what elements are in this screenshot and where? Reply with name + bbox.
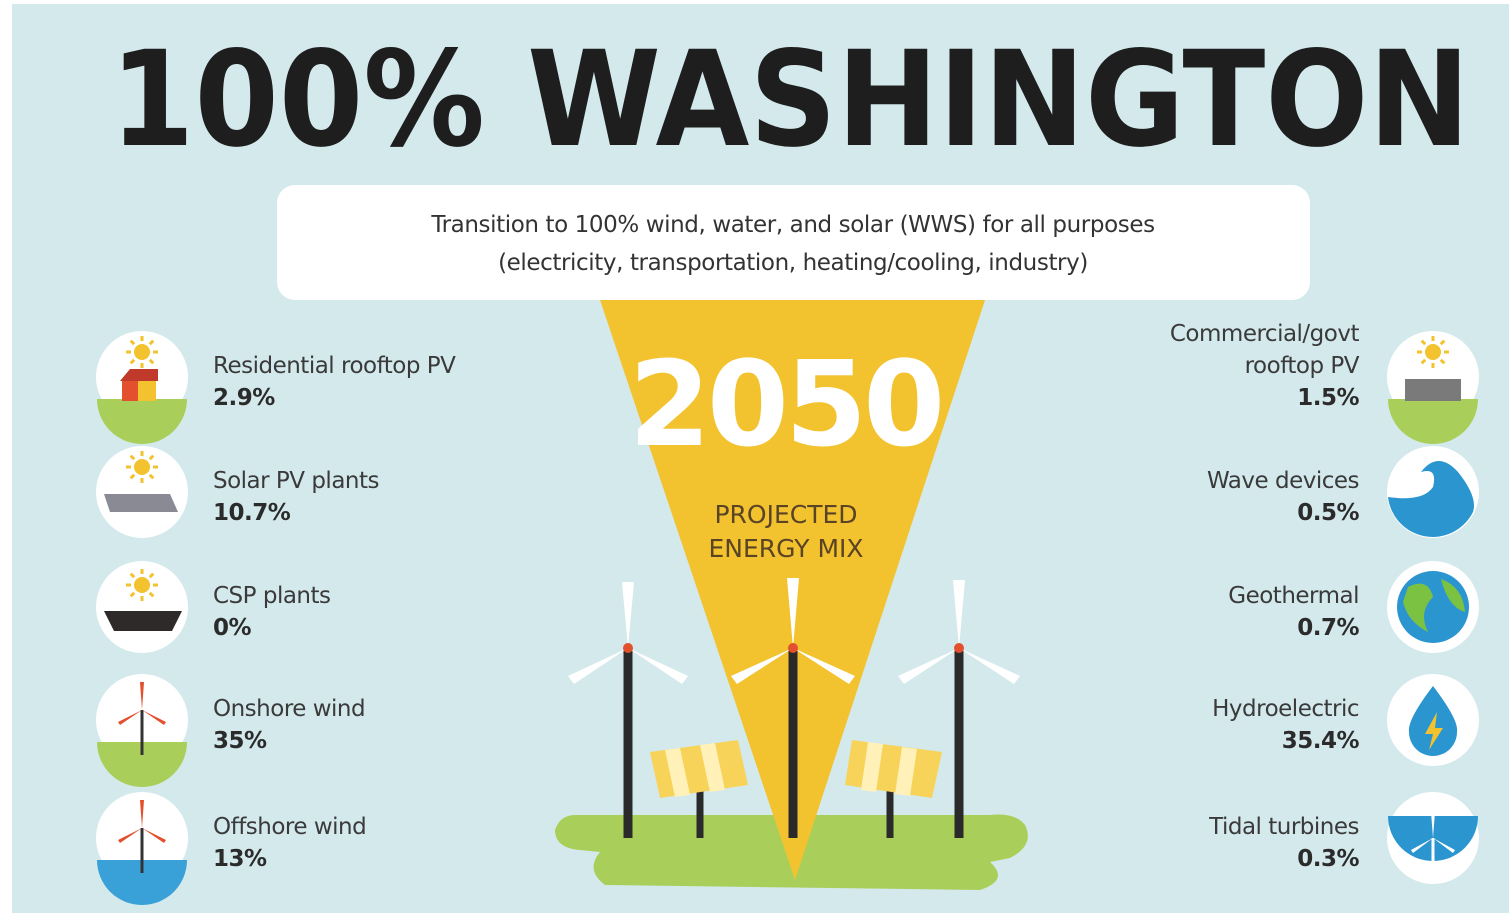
icon-house [122, 379, 138, 401]
sun [134, 459, 150, 475]
source-label: Geothermal [1228, 583, 1359, 609]
source-label: rooftop PV [1245, 353, 1360, 379]
icon-building [1405, 379, 1461, 401]
center-label: PROJECTED [714, 500, 857, 529]
icon-panel [104, 611, 182, 631]
subtitle-box [277, 185, 1310, 300]
icon-house [138, 379, 156, 401]
subtitle-line: (electricity, transportation, heating/co… [498, 250, 1088, 276]
infographic: 100% WASHINGTON Transition to 100% wind,… [0, 0, 1509, 913]
source-label: Hydroelectric [1212, 696, 1359, 722]
source-label: Residential rooftop PV [213, 353, 456, 379]
source-label: Commercial/govt [1170, 321, 1360, 347]
year: 2050 [629, 335, 941, 473]
title: 100% WASHINGTON [110, 23, 1470, 177]
center-label: ENERGY MIX [708, 534, 863, 563]
source-label: Onshore wind [213, 696, 365, 722]
source-share: 2.9% [213, 385, 275, 411]
source-label: CSP plants [213, 583, 331, 609]
source-share: 0% [213, 615, 252, 641]
source-label: Tidal turbines [1208, 814, 1359, 840]
sun [1425, 344, 1441, 360]
icon-circle [96, 561, 188, 653]
sun [134, 344, 150, 360]
icon-panel [104, 494, 178, 512]
subtitle-line: Transition to 100% wind, water, and sola… [430, 212, 1154, 238]
source-share: 0.3% [1297, 846, 1359, 872]
source-share: 10.7% [213, 500, 291, 526]
sun [134, 577, 150, 593]
source-share: 13% [213, 846, 267, 872]
page: {"title": "100% WASHINGTON", "subtitle":… [0, 0, 1509, 913]
source-share: 0.7% [1297, 615, 1359, 641]
source-share: 0.5% [1297, 500, 1359, 526]
source-share: 35% [213, 728, 267, 754]
source-label: Offshore wind [213, 814, 366, 840]
source-share: 1.5% [1297, 385, 1359, 411]
source-label: Wave devices [1207, 468, 1359, 494]
source-label: Solar PV plants [213, 468, 379, 494]
source-share: 35.4% [1282, 728, 1360, 754]
